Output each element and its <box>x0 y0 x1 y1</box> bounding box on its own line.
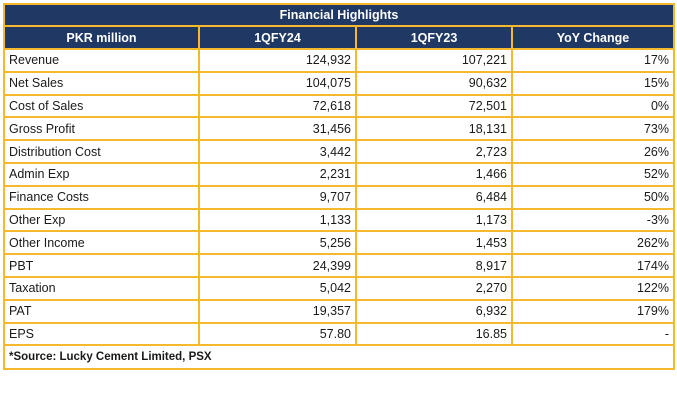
cell-1qfy23: 18,131 <box>355 116 513 142</box>
cell-1qfy23: 1,173 <box>355 207 513 233</box>
cell-1qfy24: 9,707 <box>198 184 357 210</box>
row-label: Revenue <box>3 48 200 73</box>
row-label: EPS <box>3 321 200 347</box>
cell-yoy-change: 262% <box>510 230 676 256</box>
cell-yoy-change: -3% <box>510 207 676 233</box>
cell-1qfy24: 124,932 <box>198 48 357 73</box>
financial-highlights-table-container: Financial Highlights PKR million 1QFY24 … <box>2 3 676 397</box>
cell-1qfy24: 2,231 <box>198 161 357 187</box>
cell-1qfy24: 1,133 <box>198 207 357 233</box>
cell-1qfy24: 72,618 <box>198 93 357 119</box>
row-label: Finance Costs <box>3 184 200 210</box>
cell-yoy-change: 179% <box>510 298 676 324</box>
column-header-metric: PKR million <box>3 25 200 50</box>
row-label: Gross Profit <box>3 116 200 142</box>
table-row: Finance Costs 9,707 6,484 50% <box>3 184 676 210</box>
row-label: Admin Exp <box>3 161 200 187</box>
table-row: Net Sales 104,075 90,632 15% <box>3 70 676 96</box>
cell-yoy-change: 17% <box>510 48 676 73</box>
table-row: Cost of Sales 72,618 72,501 0% <box>3 93 676 119</box>
table-row: Gross Profit 31,456 18,131 73% <box>3 116 676 142</box>
cell-1qfy24: 57.80 <box>198 321 357 347</box>
column-header-1qfy23: 1QFY23 <box>355 25 513 50</box>
table-row: Admin Exp 2,231 1,466 52% <box>3 161 676 187</box>
table-row: EPS 57.80 16.85- <box>3 321 676 347</box>
table-body: Revenue 124,932 107,221 17% Net Sales 104,075… <box>3 48 676 347</box>
cell-1qfy23: 16.85 <box>355 321 513 347</box>
cell-yoy-change: - <box>510 321 676 347</box>
cell-1qfy23: 1,453 <box>355 230 513 256</box>
cell-1qfy24: 3,442 <box>198 139 357 164</box>
cell-1qfy24: 5,256 <box>198 230 357 256</box>
cell-1qfy24: 19,357 <box>198 298 357 324</box>
column-header-yoy-change: YoY Change <box>510 25 676 50</box>
table-row: Taxation 5,042 2,270 122% <box>3 275 676 301</box>
cell-1qfy24: 5,042 <box>198 275 357 301</box>
table-row: Revenue 124,932 107,221 17% <box>3 48 676 73</box>
source-note: *Source: Lucky Cement Limited, PSX <box>2 344 676 371</box>
cell-1qfy23: 8,917 <box>355 253 513 278</box>
table-row: PBT 24,399 8,917 174% <box>3 253 676 278</box>
cell-yoy-change: 26% <box>510 139 676 164</box>
cell-1qfy24: 24,399 <box>198 253 357 278</box>
table-row: Other Income 5,256 1,453 262% <box>3 230 676 256</box>
financial-highlights-table: Financial Highlights PKR million 1QFY24 … <box>2 3 676 371</box>
cell-1qfy23: 6,484 <box>355 184 513 210</box>
cell-1qfy23: 90,632 <box>355 70 513 96</box>
row-label: Distribution Cost <box>3 139 200 164</box>
cell-yoy-change: 73% <box>510 116 676 142</box>
row-label: Taxation <box>3 275 200 301</box>
table-header-row: PKR million 1QFY24 1QFY23 YoY Change <box>3 25 676 50</box>
column-header-1qfy24: 1QFY24 <box>198 25 357 50</box>
row-label: Other Exp <box>3 207 200 233</box>
cell-yoy-change: 122% <box>510 275 676 301</box>
table-title-row: Financial Highlights <box>2 3 676 27</box>
cell-yoy-change: 174% <box>510 253 676 278</box>
cell-yoy-change: 15% <box>510 70 676 96</box>
cell-1qfy24: 31,456 <box>198 116 357 142</box>
source-row: *Source: Lucky Cement Limited, PSX <box>2 344 676 371</box>
table-row: Other Exp 1,133 1,173 -3% <box>3 207 676 233</box>
cell-yoy-change: 50% <box>510 184 676 210</box>
row-label: Other Income <box>3 230 200 256</box>
table-title: Financial Highlights <box>2 3 676 27</box>
row-label: PAT <box>3 298 200 324</box>
row-label: Net Sales <box>3 70 200 96</box>
cell-1qfy23: 6,932 <box>355 298 513 324</box>
cell-1qfy24: 104,075 <box>198 70 357 96</box>
cell-1qfy23: 2,270 <box>355 275 513 301</box>
cell-1qfy23: 2,723 <box>355 139 513 164</box>
cell-1qfy23: 1,466 <box>355 161 513 187</box>
row-label: Cost of Sales <box>3 93 200 119</box>
table-row: Distribution Cost 3,442 2,723 26% <box>3 139 676 164</box>
cell-yoy-change: 52% <box>510 161 676 187</box>
table-row: PAT 19,357 6,932 179% <box>3 298 676 324</box>
cell-1qfy23: 107,221 <box>355 48 513 73</box>
row-label: PBT <box>3 253 200 278</box>
cell-yoy-change: 0% <box>510 93 676 119</box>
cell-1qfy23: 72,501 <box>355 93 513 119</box>
